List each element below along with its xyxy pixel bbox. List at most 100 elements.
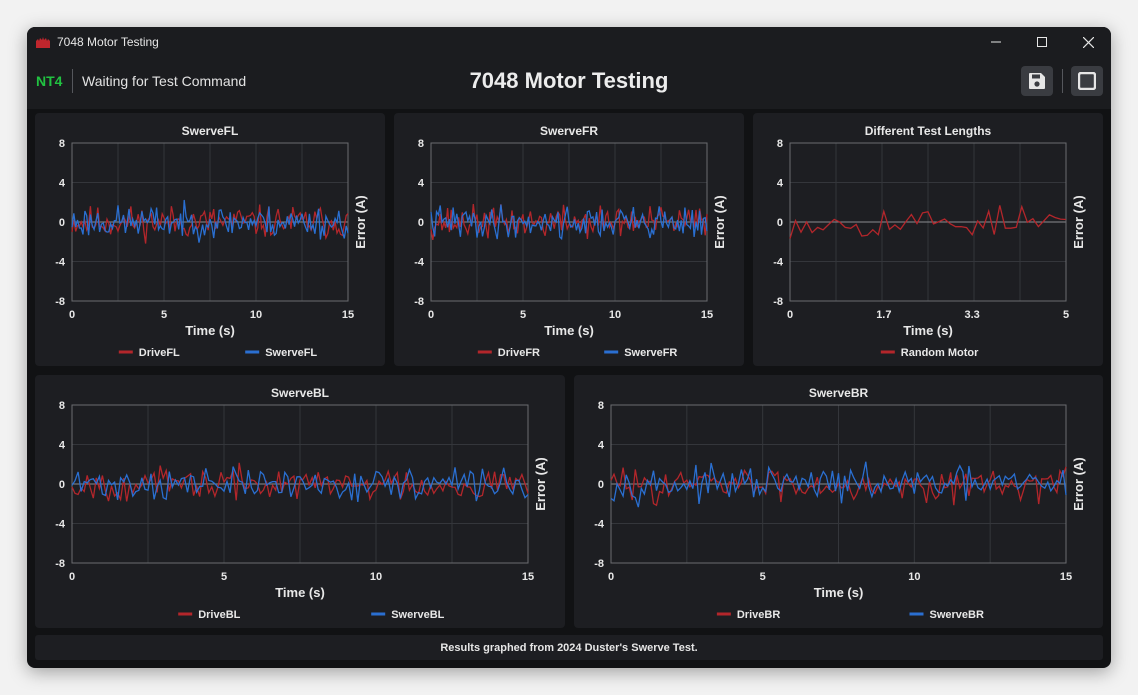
y-axis-label: Error (A) <box>1071 457 1086 510</box>
legend-item-drivebr[interactable]: DriveBR <box>716 609 780 621</box>
y-axis-label: Error (A) <box>712 195 727 248</box>
minimize-button[interactable] <box>973 27 1019 57</box>
legend-item-swervebl[interactable]: SwerveBL <box>371 609 445 621</box>
x-tick-label: 3.3 <box>965 309 980 321</box>
plot-frame <box>430 142 708 302</box>
y-tick-label: -8 <box>594 558 604 570</box>
y-tick-label: -8 <box>773 296 783 308</box>
series-line-drivefr <box>430 204 708 241</box>
x-tick-label: 5 <box>760 571 766 583</box>
stop-icon <box>1078 72 1096 90</box>
chart-different-test-lengths: Different Test Lengths 8 4 0 -4 -8 0 1.7 3.3 5 Tim… <box>773 124 1086 359</box>
chart-title: SwerveFR <box>540 124 598 138</box>
x-tick-label: 0 <box>787 309 793 321</box>
y-tick-label: 0 <box>59 217 65 229</box>
close-button[interactable] <box>1065 27 1111 57</box>
app-header: NT4 Waiting for Test Command 7048 Motor … <box>27 57 1111 109</box>
plot-frame <box>610 404 1067 564</box>
x-tick-label: 15 <box>701 309 713 321</box>
chart-panel-swervebl: SwerveBL 8 4 0 -4 -8 0 5 10 15 Time (s) Error (A) Dr… <box>35 375 565 628</box>
x-tick-label: 10 <box>908 571 920 583</box>
title-bar: 7048 Motor Testing <box>27 27 1111 57</box>
y-tick-label: -8 <box>55 558 65 570</box>
y-tick-label: 0 <box>418 217 424 229</box>
y-tick-label: -4 <box>594 519 605 531</box>
header-divider <box>72 69 73 93</box>
x-axis-label: Time (s) <box>903 323 953 338</box>
maximize-button[interactable] <box>1019 27 1065 57</box>
y-tick-label: 8 <box>598 400 604 412</box>
legend-label: SwerveBL <box>391 609 444 621</box>
y-tick-label: 8 <box>418 138 424 150</box>
legend-label: DriveFL <box>139 347 180 359</box>
y-tick-label: 4 <box>598 440 605 452</box>
series-line-swervefl <box>71 199 349 243</box>
y-tick-label: 0 <box>598 479 604 491</box>
y-tick-label: -4 <box>414 257 425 269</box>
x-axis-label: Time (s) <box>275 585 325 600</box>
app-window: 7048 Motor Testing NT4 Waiting for Test … <box>27 27 1111 668</box>
x-tick-label: 0 <box>69 309 75 321</box>
chart-title: SwerveBL <box>271 386 329 400</box>
chart-panel-different-test-lengths: Different Test Lengths 8 4 0 -4 -8 0 1.7 3.3 5 Tim… <box>753 113 1103 366</box>
legend-label: Random Motor <box>901 347 979 359</box>
close-icon <box>1082 36 1094 48</box>
legend-item-swervefl[interactable]: SwerveFL <box>245 347 317 359</box>
chart-title: SwerveBR <box>809 386 869 400</box>
footer-note: Results graphed from 2024 Duster's Swerv… <box>35 635 1103 660</box>
legend-item-random-motor[interactable]: Random Motor <box>880 347 979 359</box>
legend-item-drivebl[interactable]: DriveBL <box>178 609 241 621</box>
window-title: 7048 Motor Testing <box>57 35 159 49</box>
x-tick-label: 5 <box>221 571 227 583</box>
series-line-swervebl <box>71 466 529 502</box>
y-axis-label: Error (A) <box>533 457 548 510</box>
chart-panel-swervebr: SwerveBR 8 4 0 -4 -8 0 5 10 15 Time (s) Error (A) Dr… <box>574 375 1103 628</box>
legend-label: DriveBL <box>198 609 240 621</box>
y-tick-label: -8 <box>55 296 65 308</box>
series-line-swervebr <box>610 461 1067 508</box>
page-title: 7048 Motor Testing <box>469 68 669 93</box>
legend-label: SwerveFL <box>265 347 317 359</box>
chart-swervebl: SwerveBL 8 4 0 -4 -8 0 5 10 15 Time (s) Error (A) Dr… <box>55 386 548 621</box>
chart-swervefr: SwerveFR 8 4 0 -4 -8 0 5 10 15 Time (s) Error (A) Dr… <box>414 124 727 359</box>
header-divider-right <box>1062 69 1063 93</box>
y-tick-label: 0 <box>59 479 65 491</box>
y-tick-label: 8 <box>777 138 783 150</box>
chart-swervebr: SwerveBR 8 4 0 -4 -8 0 5 10 15 Time (s) Error (A) Dr… <box>594 386 1086 621</box>
chart-panel-swervefl: SwerveFL 8 4 0 -4 -8 0 5 10 15 Time (s) Error (A) Dr… <box>35 113 385 366</box>
chart-title: Different Test Lengths <box>865 124 992 138</box>
status-text: Waiting for Test Command <box>82 73 247 89</box>
y-tick-label: -4 <box>55 519 66 531</box>
plot-frame <box>789 142 1067 302</box>
x-tick-label: 10 <box>370 571 382 583</box>
legend-item-drivefr[interactable]: DriveFR <box>477 347 540 359</box>
x-tick-label: 1.7 <box>876 309 891 321</box>
y-tick-label: -4 <box>55 257 66 269</box>
legend-label: SwerveFR <box>624 347 677 359</box>
maximize-icon <box>1037 37 1047 47</box>
save-icon <box>1029 73 1045 89</box>
x-tick-label: 0 <box>428 309 434 321</box>
legend-item-swervebr[interactable]: SwerveBR <box>909 609 984 621</box>
legend-item-drivefl[interactable]: DriveFL <box>118 347 180 359</box>
x-tick-label: 0 <box>69 571 75 583</box>
x-tick-label: 10 <box>609 309 621 321</box>
plot-frame <box>71 142 349 302</box>
x-tick-label: 5 <box>1063 309 1069 321</box>
plot-frame <box>71 404 529 564</box>
stop-button[interactable] <box>1071 66 1103 96</box>
minimize-icon <box>991 41 1001 43</box>
series-line-drivebr <box>610 466 1067 507</box>
legend-label: SwerveBR <box>930 609 984 621</box>
chart-panel-swervefr: SwerveFR 8 4 0 -4 -8 0 5 10 15 Time (s) Error (A) Dr… <box>394 113 744 366</box>
legend-item-swervefr[interactable]: SwerveFR <box>604 347 677 359</box>
series-line-drivefl <box>71 204 349 244</box>
y-tick-label: 4 <box>59 440 66 452</box>
x-tick-label: 10 <box>250 309 262 321</box>
y-tick-label: 4 <box>777 178 784 190</box>
chart-title: SwerveFL <box>182 124 239 138</box>
save-button[interactable] <box>1021 66 1053 96</box>
y-axis-label: Error (A) <box>353 195 368 248</box>
y-tick-label: 0 <box>777 217 783 229</box>
x-tick-label: 5 <box>520 309 526 321</box>
